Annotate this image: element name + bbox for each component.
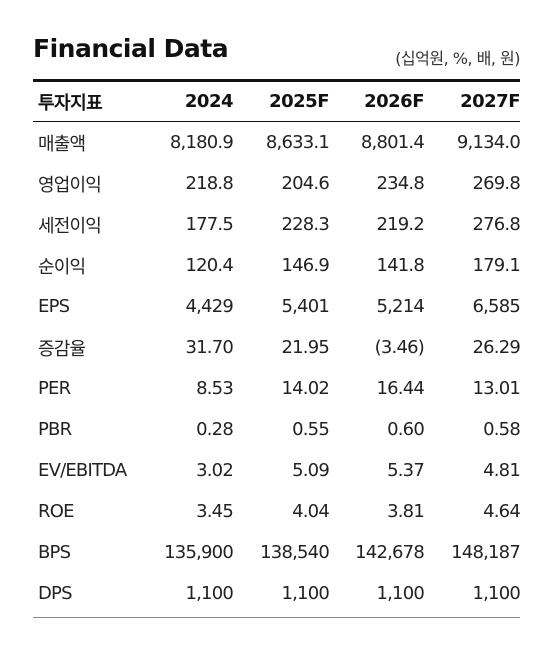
- cell-value: 21.95: [281, 337, 329, 358]
- cell-value: 120.4: [185, 255, 233, 276]
- cell-value: 9,134.0: [456, 132, 521, 153]
- cell-value: 0.60: [387, 419, 425, 440]
- cell-value: 3.81: [387, 501, 425, 522]
- row-label: 매출액: [38, 133, 86, 155]
- cell-value: 179.1: [472, 255, 520, 276]
- cell-value: 0.28: [196, 419, 234, 440]
- cell-value: 5.09: [292, 460, 330, 481]
- cell-value: 8,801.4: [360, 132, 425, 153]
- cell-value: 218.8: [185, 173, 233, 194]
- cell-value: 16.44: [376, 378, 424, 399]
- table-row: 영업이익 218.8 204.6 234.8 269.8: [33, 163, 521, 204]
- table-title: Financial Data: [33, 34, 229, 63]
- cell-value: 1,100: [472, 583, 520, 604]
- cell-value: 3.45: [196, 501, 234, 522]
- cell-value: 4.04: [292, 501, 330, 522]
- cell-value: 276.8: [472, 214, 520, 235]
- cell-value: 4.81: [483, 460, 521, 481]
- cell-value: 204.6: [281, 173, 329, 194]
- table-row: PBR 0.28 0.55 0.60 0.58: [33, 409, 521, 450]
- row-label: DPS: [38, 583, 73, 604]
- cell-value: 138,540: [260, 542, 330, 563]
- bottom-rule: [33, 617, 520, 618]
- cell-value: 6,585: [472, 296, 520, 317]
- cell-value: 5,214: [376, 296, 424, 317]
- cell-value: 228.3: [281, 214, 329, 235]
- cell-value: 1,100: [376, 583, 424, 604]
- unit-note: (십억원, %, 배, 원): [395, 49, 520, 68]
- cell-value: 4.64: [483, 501, 521, 522]
- cell-value: 5,401: [281, 296, 329, 317]
- table-row: 매출액 8,180.9 8,633.1 8,801.4 9,134.0: [33, 122, 521, 163]
- row-label: 증감율: [38, 338, 86, 360]
- cell-value: (3.46): [374, 337, 425, 358]
- table-row: BPS 135,900 138,540 142,678 148,187: [33, 532, 521, 573]
- table-header-area: Financial Data (십억원, %, 배, 원): [33, 32, 520, 76]
- row-label: EV/EBITDA: [38, 460, 127, 481]
- cell-value: 8,633.1: [265, 132, 330, 153]
- top-rule: [33, 79, 520, 82]
- column-header-2027f: 2027F: [460, 91, 520, 112]
- table-row: ROE 3.45 4.04 3.81 4.64: [33, 491, 521, 532]
- cell-value: 142,678: [355, 542, 425, 563]
- row-label: ROE: [38, 501, 74, 522]
- cell-value: 0.55: [292, 419, 330, 440]
- table-row: 세전이익 177.5 228.3 219.2 276.8: [33, 204, 521, 245]
- table-row: 순이익 120.4 146.9 141.8 179.1: [33, 245, 521, 286]
- cell-value: 8.53: [196, 378, 234, 399]
- cell-value: 13.01: [472, 378, 520, 399]
- cell-value: 269.8: [472, 173, 520, 194]
- table-row: 증감율 31.70 21.95 (3.46) 26.29: [33, 327, 521, 368]
- cell-value: 234.8: [376, 173, 424, 194]
- cell-value: 1,100: [185, 583, 233, 604]
- cell-value: 3.02: [196, 460, 234, 481]
- cell-value: 177.5: [185, 214, 233, 235]
- table-row: EV/EBITDA 3.02 5.09 5.37 4.81: [33, 450, 521, 491]
- table-column-headers: 투자지표 2024 2025F 2026F 2027F: [33, 82, 520, 121]
- cell-value: 141.8: [376, 255, 424, 276]
- row-label: 세전이익: [38, 215, 102, 237]
- row-label: BPS: [38, 542, 71, 563]
- cell-value: 148,187: [451, 542, 521, 563]
- column-header-2025f: 2025F: [269, 91, 329, 112]
- cell-value: 14.02: [281, 378, 329, 399]
- cell-value: 31.70: [185, 337, 233, 358]
- row-label: 영업이익: [38, 174, 102, 196]
- column-header-indicator: 투자지표: [38, 92, 103, 114]
- cell-value: 4,429: [185, 296, 233, 317]
- cell-value: 219.2: [376, 214, 424, 235]
- cell-value: 26.29: [472, 337, 520, 358]
- row-label: 순이익: [38, 256, 86, 278]
- row-label: EPS: [38, 296, 70, 317]
- header-rule: [33, 121, 520, 122]
- column-header-2024: 2024: [184, 91, 234, 112]
- column-header-2026f: 2026F: [364, 91, 424, 112]
- table-row: EPS 4,429 5,401 5,214 6,585: [33, 286, 521, 327]
- cell-value: 135,900: [164, 542, 234, 563]
- row-label: PBR: [38, 419, 72, 440]
- table-row: DPS 1,100 1,100 1,100 1,100: [33, 573, 521, 614]
- cell-value: 146.9: [281, 255, 329, 276]
- table-row: PER 8.53 14.02 16.44 13.01: [33, 368, 521, 409]
- cell-value: 8,180.9: [169, 132, 234, 153]
- row-label: PER: [38, 378, 71, 399]
- cell-value: 0.58: [483, 419, 521, 440]
- cell-value: 5.37: [387, 460, 425, 481]
- cell-value: 1,100: [281, 583, 329, 604]
